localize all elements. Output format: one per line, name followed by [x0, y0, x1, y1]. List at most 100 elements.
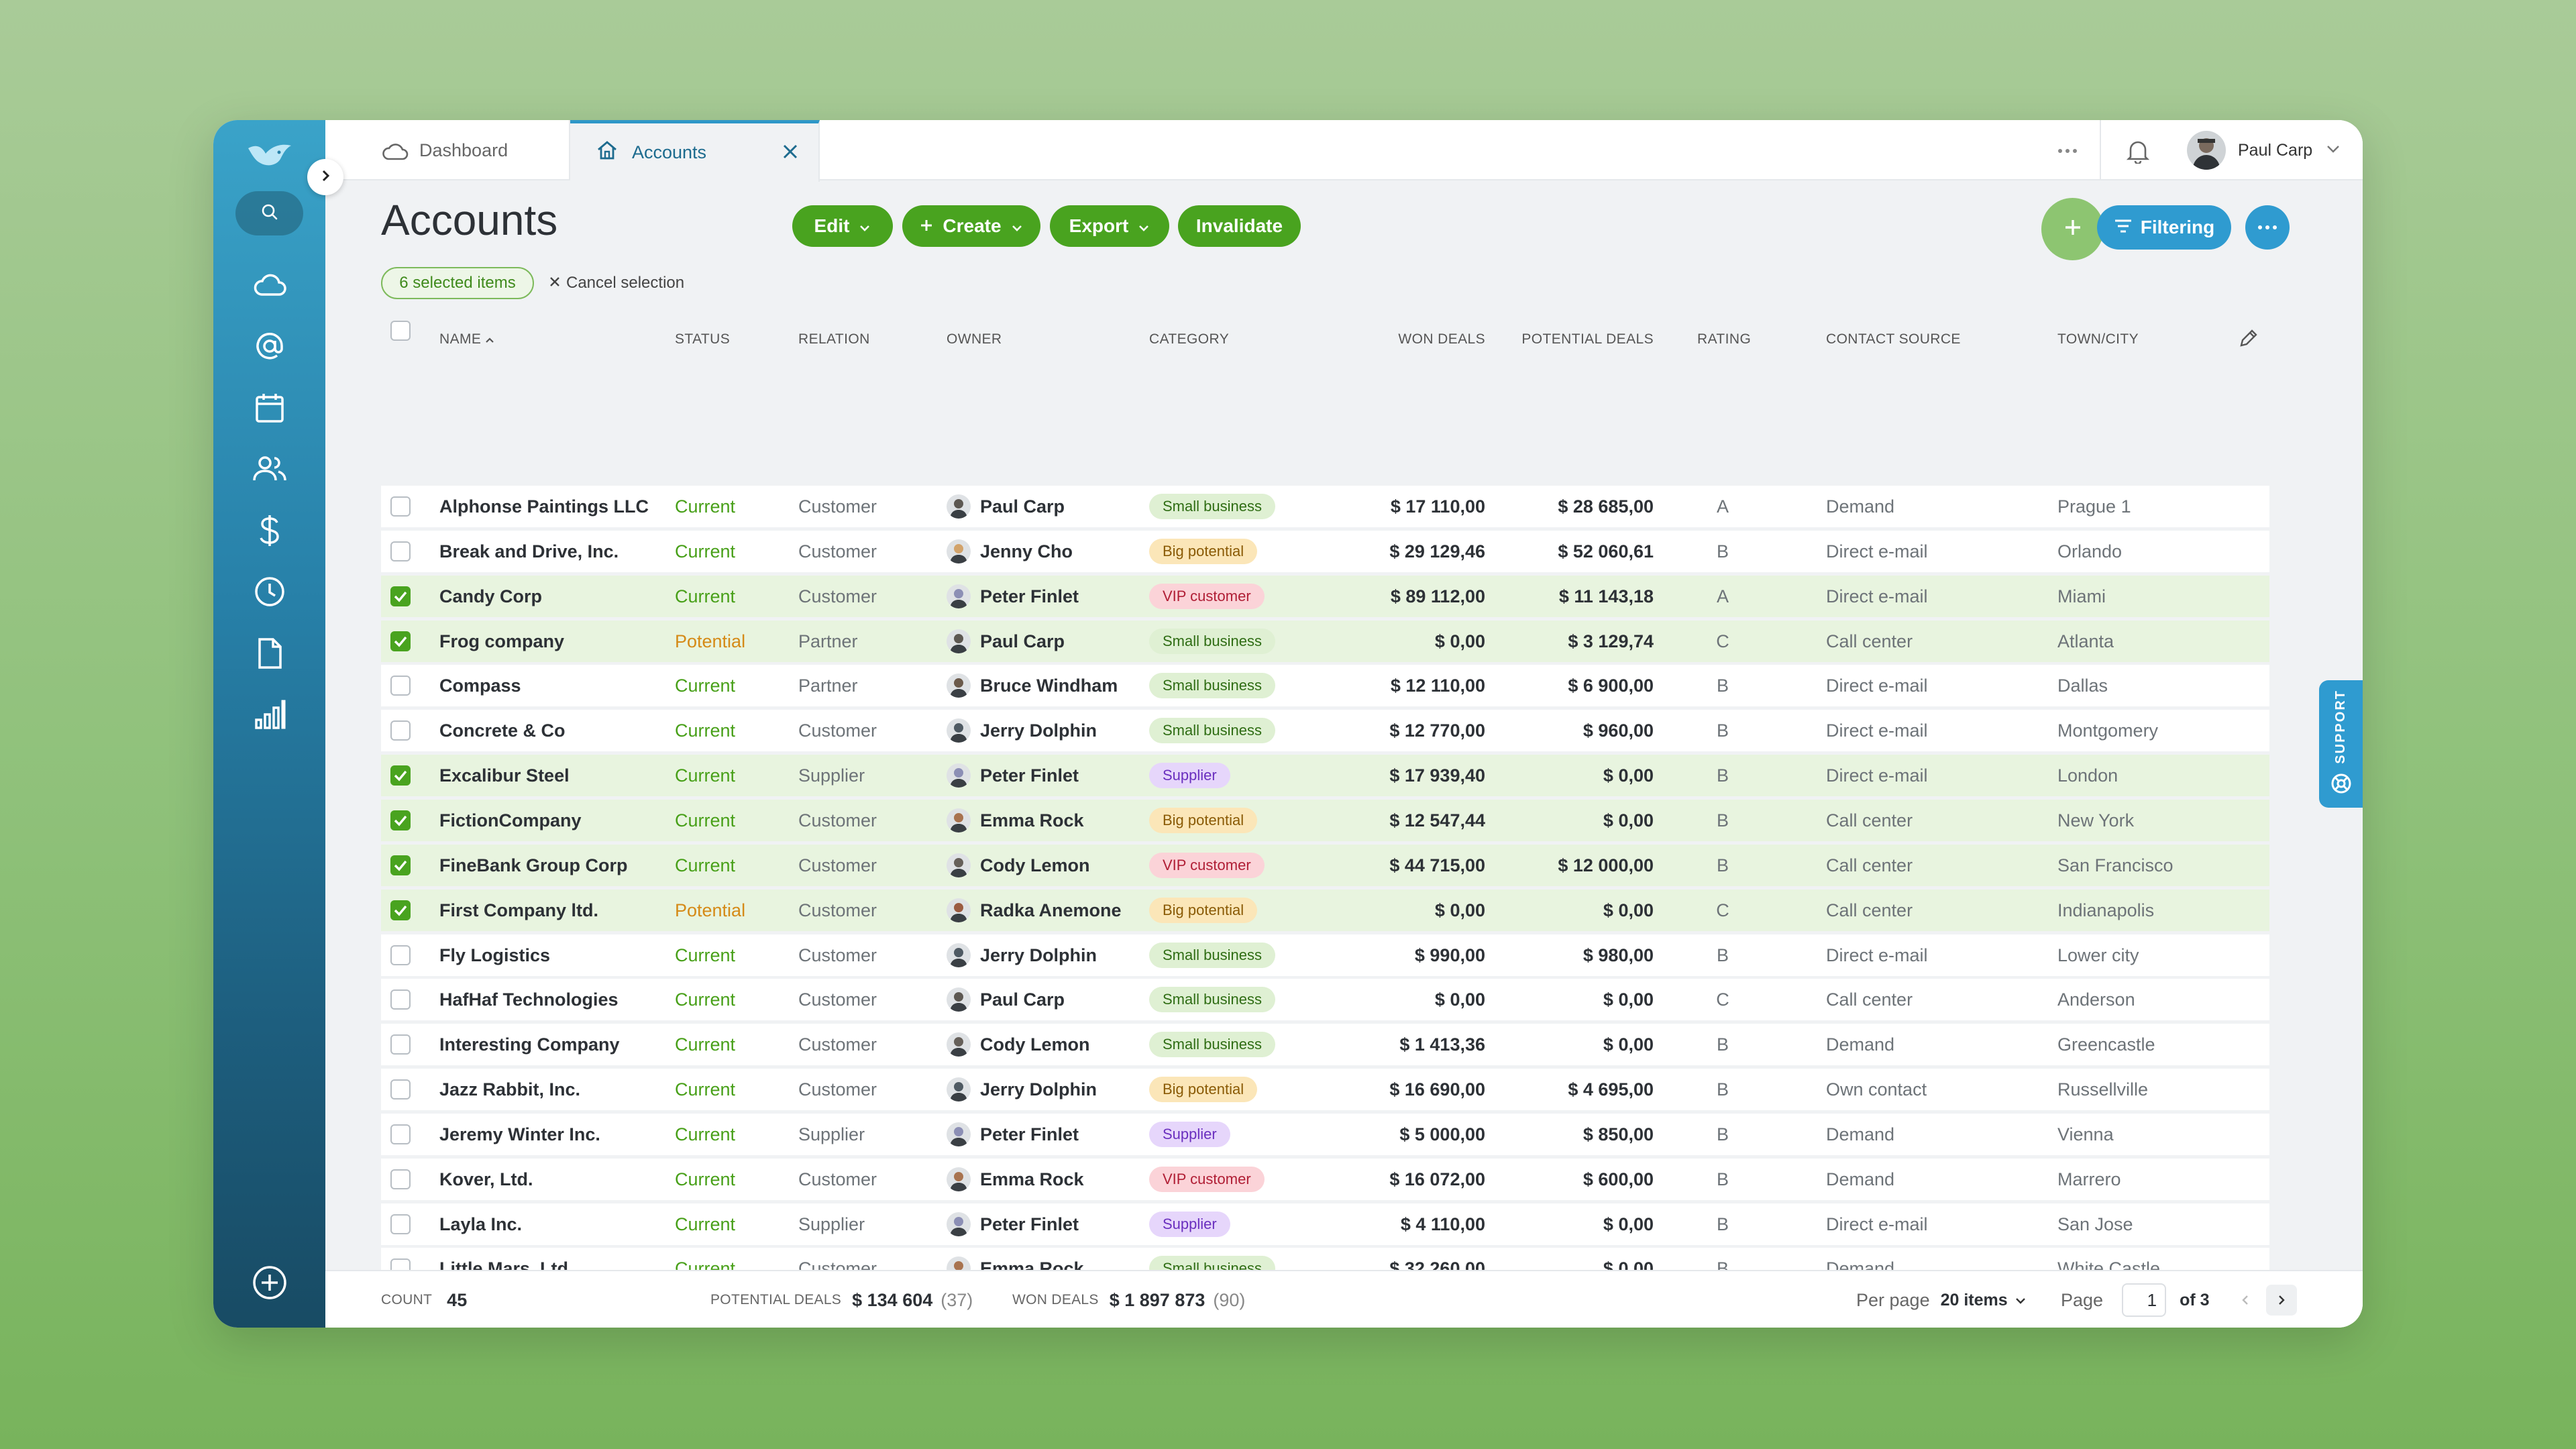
column-header-town[interactable]: TOWN/CITY: [2057, 331, 2139, 347]
account-name[interactable]: Candy Corp: [439, 586, 543, 606]
sidebar-item-activities[interactable]: [246, 569, 294, 617]
account-owner[interactable]: Jerry Dolphin: [947, 934, 1097, 976]
more-options-button[interactable]: [2245, 205, 2290, 250]
account-owner[interactable]: Paul Carp: [947, 486, 1065, 527]
invalidate-button[interactable]: Invalidate: [1178, 205, 1301, 247]
table-row[interactable]: Compass Current Partner Bruce Windham Small …: [381, 665, 2269, 706]
row-checkbox[interactable]: [390, 586, 411, 606]
account-owner[interactable]: Peter Finlet: [947, 1114, 1079, 1155]
sidebar-search-button[interactable]: [235, 191, 303, 235]
column-header-potential-deals[interactable]: POTENTIAL DEALS: [1521, 331, 1654, 347]
account-owner[interactable]: Peter Finlet: [947, 576, 1079, 617]
row-checkbox[interactable]: [390, 676, 411, 696]
account-name[interactable]: FictionCompany: [439, 810, 582, 830]
select-all-checkbox[interactable]: [390, 321, 411, 341]
table-row[interactable]: HafHaf Technologies Current Customer Paul C…: [381, 979, 2269, 1020]
account-name[interactable]: Interesting Company: [439, 1034, 620, 1055]
bell-icon[interactable]: [2123, 136, 2153, 166]
account-name[interactable]: Excalibur Steel: [439, 765, 570, 786]
row-checkbox[interactable]: [390, 541, 411, 561]
sidebar-item-reports[interactable]: [246, 692, 294, 740]
account-owner[interactable]: Jerry Dolphin: [947, 710, 1097, 751]
account-owner[interactable]: Paul Carp: [947, 979, 1065, 1020]
row-checkbox[interactable]: [390, 945, 411, 965]
account-name[interactable]: Kover, Ltd.: [439, 1169, 533, 1189]
support-tab[interactable]: SUPPORT: [2319, 680, 2363, 808]
row-checkbox[interactable]: [390, 1079, 411, 1099]
table-row[interactable]: Interesting Company Current Customer Cody L…: [381, 1024, 2269, 1065]
row-checkbox[interactable]: [390, 1034, 411, 1055]
account-name[interactable]: Break and Drive, Inc.: [439, 541, 619, 561]
create-button[interactable]: Create: [902, 205, 1040, 247]
table-row[interactable]: Candy Corp Current Customer Peter Finlet VIP…: [381, 576, 2269, 617]
column-header-contact-source[interactable]: CONTACT SOURCE: [1826, 331, 1961, 347]
account-owner[interactable]: Emma Rock: [947, 800, 1084, 841]
sidebar-add-button[interactable]: [246, 1260, 294, 1308]
row-checkbox[interactable]: [390, 810, 411, 830]
account-owner[interactable]: Paul Carp: [947, 621, 1065, 662]
logo-icon[interactable]: [246, 139, 294, 172]
account-name[interactable]: Alphonse Paintings LLC: [439, 496, 649, 517]
table-row[interactable]: Jeremy Winter Inc. Current Supplier Peter F…: [381, 1114, 2269, 1155]
next-page-button[interactable]: [2265, 1285, 2297, 1316]
row-checkbox[interactable]: [390, 900, 411, 920]
column-header-relation[interactable]: RELATION: [798, 331, 870, 347]
sidebar-item-deals[interactable]: [246, 508, 294, 556]
table-row[interactable]: First Company ltd. Potential Customer Radka…: [381, 890, 2269, 931]
table-row[interactable]: FineBank Group Corp Current Customer Cody L…: [381, 845, 2269, 886]
account-owner[interactable]: Emma Rock: [947, 1159, 1084, 1200]
row-checkbox[interactable]: [390, 631, 411, 651]
account-owner[interactable]: Cody Lemon: [947, 845, 1090, 886]
row-checkbox[interactable]: [390, 1169, 411, 1189]
account-owner[interactable]: Peter Finlet: [947, 1203, 1079, 1245]
add-record-button[interactable]: [2041, 198, 2104, 260]
export-button[interactable]: Export: [1050, 205, 1169, 247]
previous-page-button[interactable]: [2230, 1285, 2261, 1316]
row-checkbox[interactable]: [390, 1124, 411, 1144]
column-header-name[interactable]: NAME: [439, 324, 494, 354]
account-owner[interactable]: Jenny Cho: [947, 531, 1073, 572]
account-owner[interactable]: Cody Lemon: [947, 1024, 1090, 1065]
account-name[interactable]: HafHaf Technologies: [439, 989, 619, 1010]
table-row[interactable]: Fly Logistics Current Customer Jerry Dolphi…: [381, 934, 2269, 976]
account-owner[interactable]: Radka Anemone: [947, 890, 1122, 931]
row-checkbox[interactable]: [390, 720, 411, 741]
page-number-input[interactable]: 1: [2122, 1283, 2167, 1317]
account-owner[interactable]: Bruce Windham: [947, 665, 1118, 706]
table-row[interactable]: Break and Drive, Inc. Current Customer Jenn…: [381, 531, 2269, 572]
account-name[interactable]: Frog company: [439, 631, 565, 651]
filtering-button[interactable]: Filtering: [2097, 205, 2231, 250]
sidebar-item-calendar[interactable]: [246, 385, 294, 433]
row-checkbox[interactable]: [390, 496, 411, 517]
row-checkbox[interactable]: [390, 989, 411, 1010]
edit-columns-icon[interactable]: [2237, 327, 2260, 353]
table-row[interactable]: Alphonse Paintings LLC Current Customer Pau…: [381, 486, 2269, 527]
per-page-selector[interactable]: Per page 20 items: [1856, 1271, 2027, 1328]
user-menu[interactable]: Paul Carp: [2187, 129, 2341, 171]
account-owner[interactable]: Jerry Dolphin: [947, 1069, 1097, 1110]
close-icon[interactable]: [777, 138, 804, 170]
column-header-owner[interactable]: OWNER: [947, 331, 1002, 347]
table-row[interactable]: Layla Inc. Current Supplier Peter Finlet Sup…: [381, 1203, 2269, 1245]
table-row[interactable]: Concrete & Co Current Customer Jerry Dolphi…: [381, 710, 2269, 751]
account-name[interactable]: Layla Inc.: [439, 1214, 523, 1234]
column-header-rating[interactable]: RATING: [1697, 331, 1752, 347]
row-checkbox[interactable]: [390, 765, 411, 786]
edit-button[interactable]: Edit: [792, 205, 893, 247]
account-name[interactable]: Jeremy Winter Inc.: [439, 1124, 600, 1144]
account-owner[interactable]: Peter Finlet: [947, 755, 1079, 796]
column-header-won-deals[interactable]: WON DEALS: [1398, 331, 1485, 347]
table-row[interactable]: Frog company Potential Partner Paul Carp Sma…: [381, 621, 2269, 662]
table-row[interactable]: Jazz Rabbit, Inc. Current Customer Jerry Do…: [381, 1069, 2269, 1110]
table-row[interactable]: Kover, Ltd. Current Customer Emma Rock VIP c…: [381, 1159, 2269, 1200]
account-name[interactable]: Compass: [439, 675, 521, 696]
sidebar-item-contacts[interactable]: [246, 446, 294, 494]
account-name[interactable]: FineBank Group Corp: [439, 855, 628, 875]
tab-accounts[interactable]: Accounts: [570, 120, 820, 182]
cancel-selection-link[interactable]: Cancel selection: [549, 267, 684, 299]
table-row[interactable]: Excalibur Steel Current Supplier Peter Finl…: [381, 755, 2269, 796]
account-name[interactable]: First Company ltd.: [439, 900, 599, 920]
sidebar-toggle-button[interactable]: [307, 159, 343, 195]
more-horizontal-icon[interactable]: [2053, 136, 2082, 166]
row-checkbox[interactable]: [390, 855, 411, 875]
